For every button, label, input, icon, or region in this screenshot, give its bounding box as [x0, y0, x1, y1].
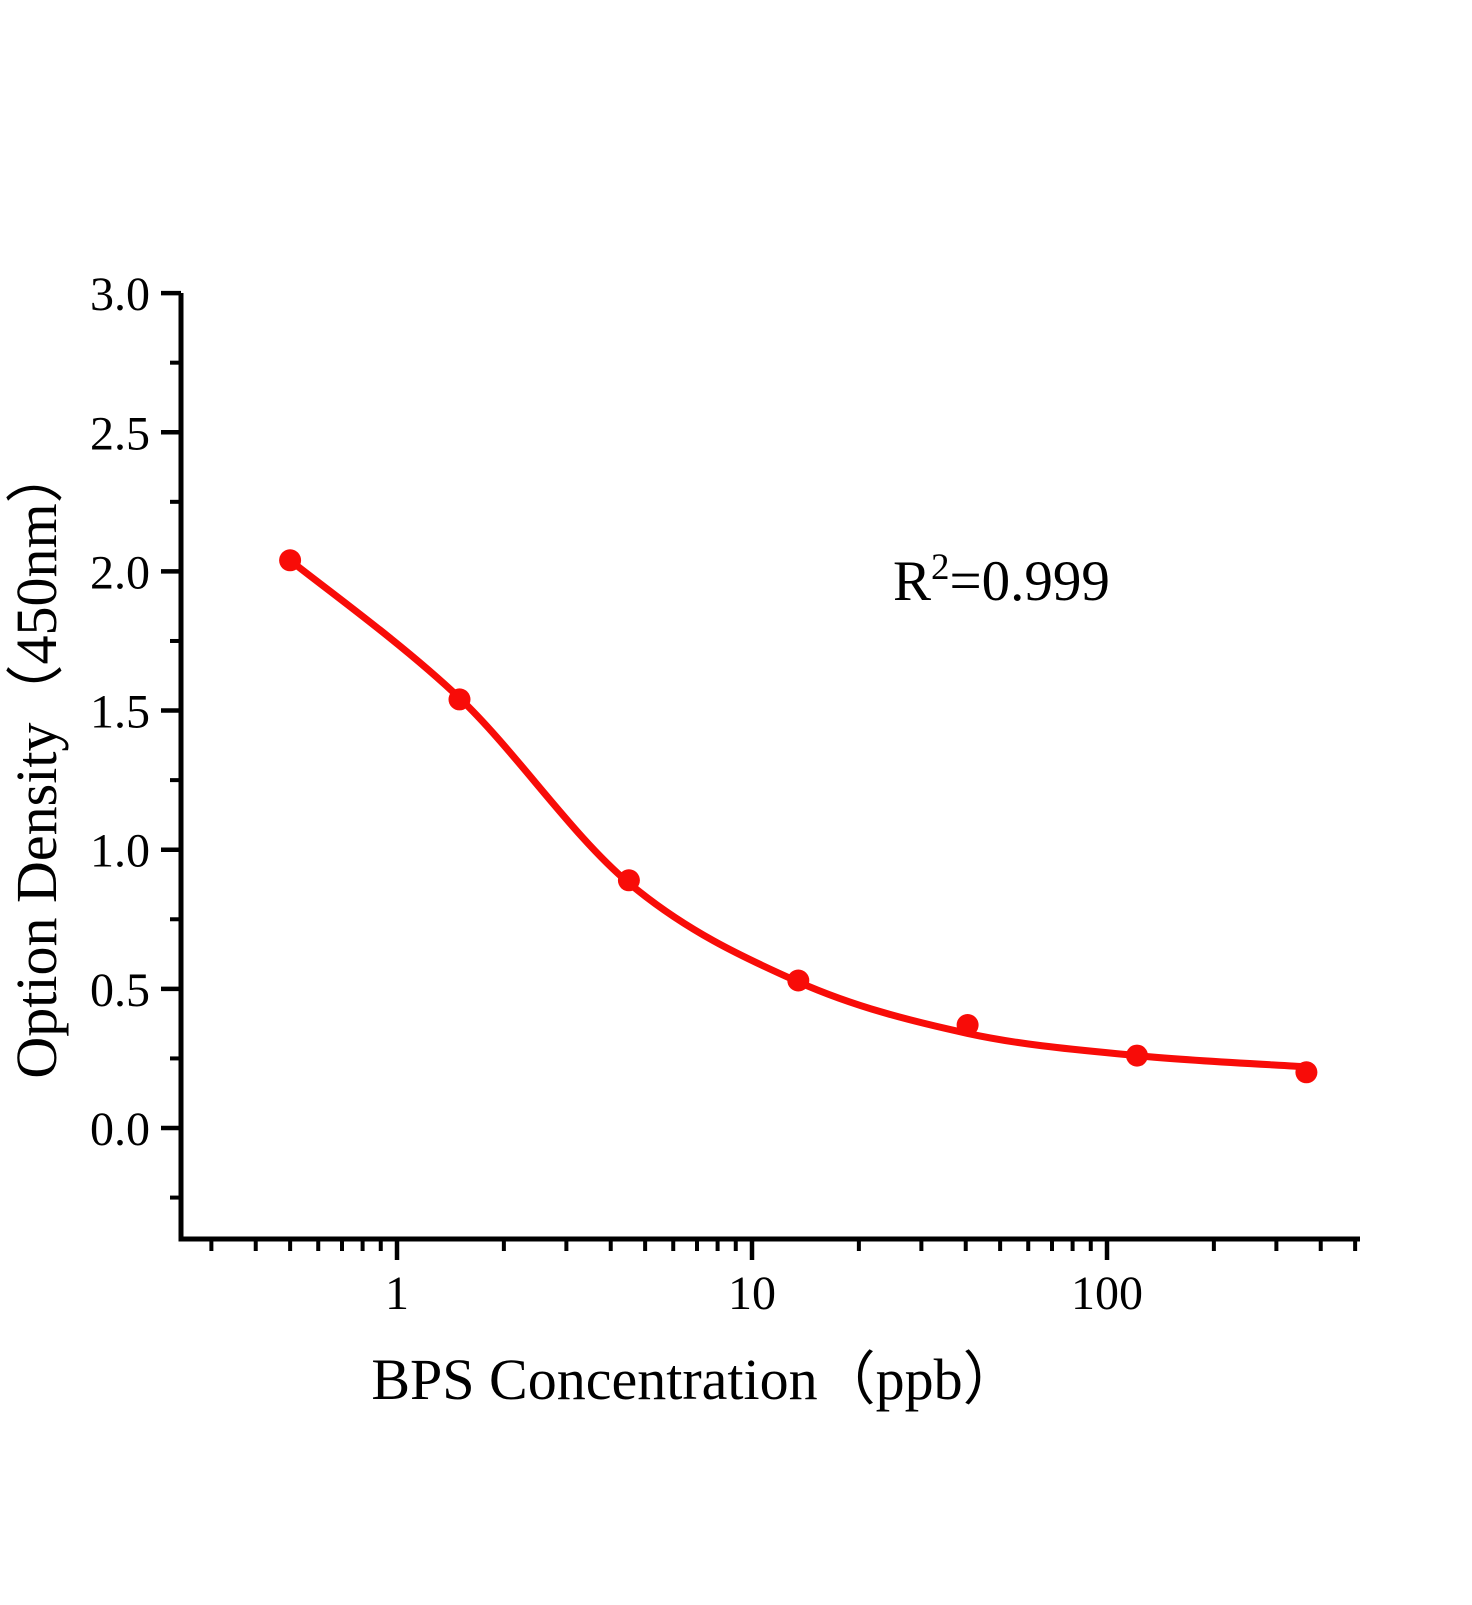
data-point — [448, 688, 471, 711]
y-tick-label: 3.0 — [90, 268, 150, 321]
axis-spines — [178, 293, 1360, 1242]
x-tick-label: 100 — [1071, 1267, 1143, 1320]
x-tick-label: 1 — [385, 1267, 409, 1320]
r-squared-annotation: R2=0.999 — [893, 547, 1110, 613]
y-tick-label: 0.0 — [90, 1103, 150, 1156]
r-squared-base: R — [893, 550, 931, 613]
data-point — [1126, 1044, 1148, 1067]
x-axis-title: BPS Concentration（ppb） — [371, 1347, 1020, 1412]
y-tick-label: 1.0 — [90, 825, 150, 878]
y-tick-label: 1.5 — [90, 686, 150, 739]
y-tick-label: 0.5 — [90, 964, 150, 1017]
data-point — [1295, 1061, 1318, 1084]
x-tick-label: 10 — [728, 1267, 776, 1320]
data-point — [617, 869, 640, 892]
r-squared-superscript: 2 — [931, 547, 950, 588]
y-tick-label: 2.5 — [90, 407, 150, 460]
r-squared-value: =0.999 — [950, 550, 1110, 613]
data-point — [956, 1014, 979, 1036]
data-point — [279, 549, 302, 572]
data-point — [787, 969, 810, 992]
chart-generated-content: 0.0 0.5 1.0 1.5 2.0 2.5 3.0 1 10 100 — [90, 268, 1360, 1320]
y-axis-title: Option Density（450nm） — [4, 445, 69, 1078]
y-tick-label: 2.0 — [90, 546, 150, 599]
